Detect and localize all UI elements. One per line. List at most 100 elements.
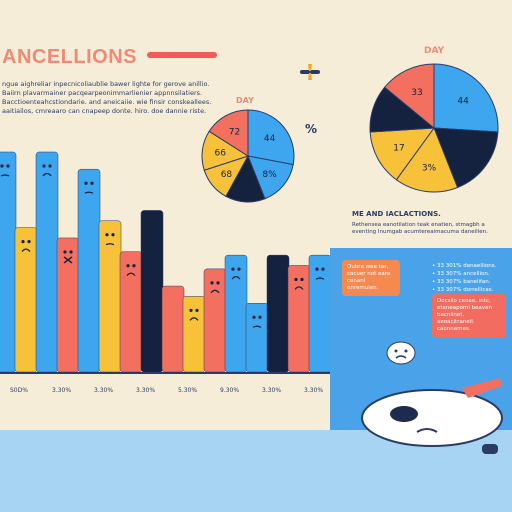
bar-face-eye [300,277,304,282]
legend-list: • 33 301% danaellions. • 33 307% ancelli… [432,262,496,294]
bar-face-mouth [252,325,262,328]
intro-line: Baiirn plavarmainer pacqearpeonimmarlien… [2,89,203,97]
intro-line: ngue aighreliar inpecnicoliaublie bawer … [2,80,210,88]
intro-line: Bacctioenteahcstiondarie. and aneicaiie.… [2,98,212,106]
bar-face-eye [231,267,235,271]
pie-slice [208,109,249,157]
x-tick-label: S0D% [10,387,28,394]
pie-slice-label: 17 [393,143,404,153]
bar-face-eye [48,164,52,168]
legend-item: • 33 307% banelifan. [432,279,491,285]
bar-rect [0,151,17,373]
bar-face-mouth [0,174,10,177]
x-tick-label: 5.30% [178,387,197,394]
bar [0,151,17,373]
bar-face-eye [0,164,4,168]
bar [119,251,143,373]
percent-mark: % [305,122,318,136]
legend-item: • 33 301% danaellions. [432,263,497,269]
bar-face-eye [321,267,325,271]
pie-slice-label: 72 [229,127,240,137]
bar-face-eye [105,233,109,237]
bar-face-mouth [189,317,199,321]
airplane-icon [300,64,320,80]
x-tick-label: 9.30% [220,387,239,394]
bar [245,303,269,373]
title-accent-bar [147,52,217,58]
bar-rect [77,168,101,373]
pie-slice [247,155,294,200]
pie-slice [433,63,499,133]
page-title: ANCELLIONS [2,46,137,68]
legend-item: • 33 307% ancellion. [432,271,490,277]
bar [98,220,122,373]
bar-face-eye [252,315,256,319]
bar-rect [203,268,227,373]
pie-slice-label: 38 [241,180,253,190]
speech-bubble-right: Docsilo ceoae, intc, eteneapomi beaven b… [432,294,506,338]
bar-face-mouth [315,277,325,280]
bar [224,254,248,373]
bar-rect [161,285,185,373]
intro-text: ngue aighreliar inpecnicoliaublie bawer … [2,80,242,116]
pie-slice-label: 44 [457,97,469,107]
bar-face-mouth [63,256,73,264]
bar [140,210,164,373]
day-label-top: DAY [424,46,445,56]
bar-face-mouth [210,289,220,294]
bar-face-eye [237,267,241,271]
sad-airplane-illustration [361,378,503,454]
bar-face-mouth [294,286,304,290]
bar-face-eye [21,240,25,244]
bar [266,254,290,373]
bar-face-eye [42,164,46,168]
pie-slice [433,127,499,189]
bar [14,227,38,373]
bar-face-eye [90,181,94,185]
pie-slice-label: 66 [214,148,226,158]
bar-face-eye [6,164,10,168]
pie-slice-label: 44 [264,134,276,144]
speech-bubble-left: Oubra wee tar, cacuer not eare cenanl en… [342,260,400,296]
bar-face-eye [132,264,136,268]
bar-rect [182,296,206,373]
bar-face-eye [63,250,67,254]
bar-rect [35,151,59,373]
pie-slice [383,63,435,130]
bar-face-mouth [231,276,241,280]
bar-face-eye [189,308,193,312]
pie-slice-label: 3% [422,164,437,174]
pie-slice [395,126,459,193]
bar-face-eye [126,264,130,268]
bar-rect [266,254,290,373]
bar [56,237,80,373]
pie-slice [247,109,295,166]
x-tick-label: 3.30% [304,387,323,394]
x-tick-label: 3.30% [262,387,281,394]
bar-face-mouth [42,172,52,177]
bar-face-eye [27,240,31,244]
pie-slice-label: 3% [459,148,474,158]
bar [35,151,59,373]
x-tick-label: 3.30% [94,387,113,394]
bar-rect [56,237,80,373]
bar-face-eye [195,308,199,312]
legend-item: • 33 307% dorrellicas. [432,287,494,293]
bar-face-eye [315,267,319,271]
day-label-mid: DAY [236,96,254,105]
pie-slice-label: 8% [262,170,277,180]
bar-rect [119,251,143,373]
intro-line: aaitiailos, cmreaaro can cnapeep donte. … [2,107,207,115]
bar [77,168,101,373]
pie-slice-label: 33 [411,88,422,98]
bar-face-eye [69,250,73,254]
bar-rect [287,265,311,373]
bar-face-mouth [21,248,31,253]
x-axis-line [0,372,330,374]
x-tick-label: 3.30% [52,387,71,394]
bar-face-eye [84,181,88,185]
pie-slice-label: 68 [221,170,233,180]
section-heading: ME AND IACLACTIONS. [352,210,441,218]
bar [161,285,185,373]
x-tick-label: 3.30% [136,387,155,394]
